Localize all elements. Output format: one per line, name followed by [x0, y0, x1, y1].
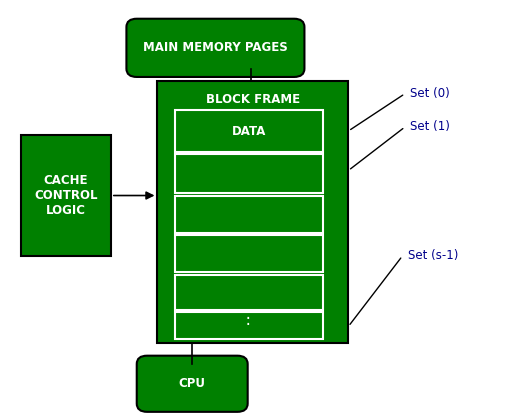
FancyBboxPatch shape	[175, 275, 322, 310]
Text: MAIN MEMORY PAGES: MAIN MEMORY PAGES	[143, 41, 288, 54]
Text: ⋮: ⋮	[239, 309, 256, 327]
Text: BLOCK FRAME: BLOCK FRAME	[206, 93, 300, 106]
Text: CACHE
CONTROL
LOGIC: CACHE CONTROL LOGIC	[34, 174, 98, 217]
Text: Set (1): Set (1)	[410, 120, 450, 134]
FancyBboxPatch shape	[21, 135, 111, 256]
FancyBboxPatch shape	[137, 356, 248, 412]
FancyBboxPatch shape	[157, 81, 348, 343]
FancyBboxPatch shape	[175, 235, 322, 272]
Text: DATA: DATA	[232, 124, 266, 138]
Text: CPU: CPU	[179, 377, 206, 390]
FancyBboxPatch shape	[175, 110, 322, 152]
Text: Set (s-1): Set (s-1)	[408, 249, 458, 262]
FancyBboxPatch shape	[175, 312, 322, 339]
Text: Set (0): Set (0)	[410, 87, 450, 100]
FancyBboxPatch shape	[126, 19, 304, 77]
FancyBboxPatch shape	[175, 154, 322, 193]
FancyBboxPatch shape	[175, 196, 322, 233]
